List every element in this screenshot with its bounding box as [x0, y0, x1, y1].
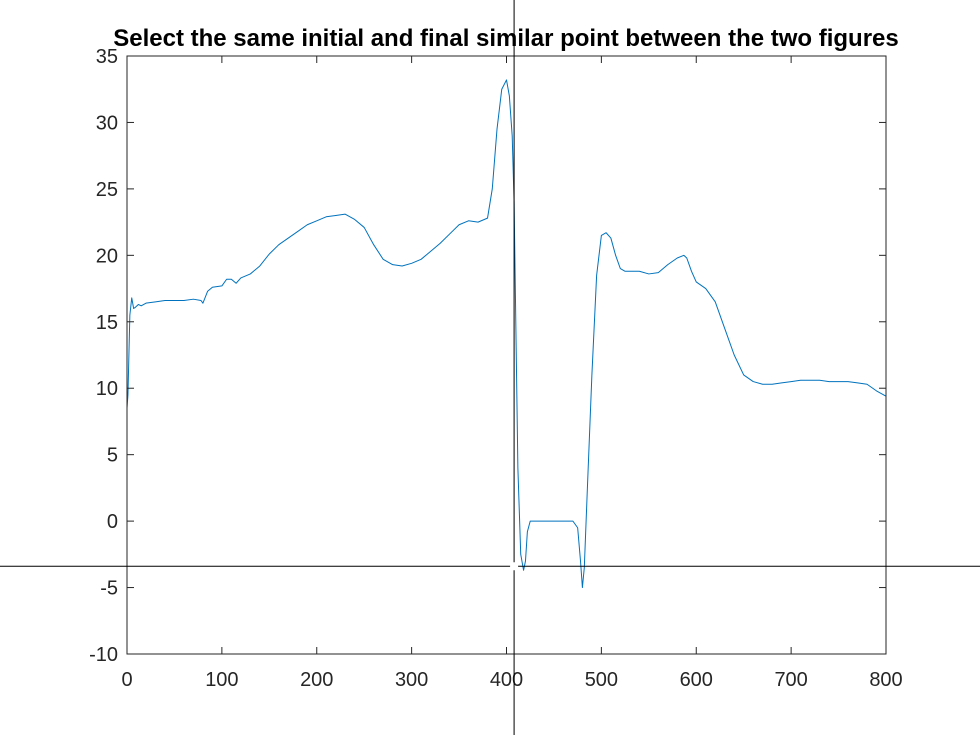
y-tick-label: 0 [107, 511, 118, 533]
y-tick-label: 15 [96, 312, 118, 334]
x-tick-label: 100 [205, 669, 238, 691]
y-tick-label: 30 [96, 112, 118, 134]
x-tick-label: 0 [121, 669, 132, 691]
y-tick-label: 10 [96, 378, 118, 400]
x-tick-label: 600 [680, 669, 713, 691]
x-tick-label: 700 [774, 669, 807, 691]
x-tick-label: 500 [585, 669, 618, 691]
x-tick-label: 400 [490, 669, 523, 691]
y-tick-label: 5 [107, 445, 118, 467]
chart-title: Select the same initial and final simila… [113, 25, 899, 52]
x-tick-label: 800 [869, 669, 902, 691]
y-tick-label: -10 [89, 644, 118, 666]
y-tick-label: 35 [96, 46, 118, 68]
x-tick-label: 300 [395, 669, 428, 691]
x-tick-label: 200 [300, 669, 333, 691]
y-tick-label: -5 [100, 578, 118, 600]
y-tick-label: 20 [96, 245, 118, 267]
y-tick-label: 25 [96, 179, 118, 201]
plot-area[interactable]: 0 100 200 300 400 500 600 700 800 -10 -5 0 5 10 15 20 25… [89, 46, 903, 691]
